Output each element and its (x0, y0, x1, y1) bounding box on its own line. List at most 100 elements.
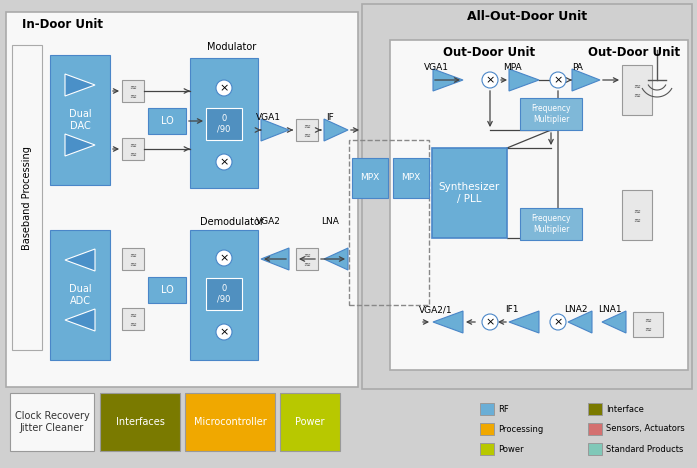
Text: 0
/90: 0 /90 (217, 284, 231, 304)
Polygon shape (261, 248, 289, 270)
Text: ×: × (220, 253, 229, 263)
Bar (520, 208, 582, 240)
Bar (622, 65, 652, 115)
Text: ×: × (220, 157, 229, 167)
Bar (622, 190, 652, 240)
Bar (185, 393, 275, 451)
Polygon shape (568, 311, 592, 333)
Circle shape (216, 250, 232, 266)
Bar (148, 108, 186, 134)
Text: Interface: Interface (606, 404, 644, 414)
Text: ≈
≈: ≈ ≈ (634, 81, 641, 99)
Bar (206, 108, 242, 140)
Circle shape (550, 72, 566, 88)
Text: IF1: IF1 (505, 306, 519, 314)
Text: ≈
≈: ≈ ≈ (634, 206, 641, 224)
Bar (296, 119, 318, 141)
Bar (633, 312, 663, 337)
Bar (190, 230, 258, 360)
Text: Dual
ADC: Dual ADC (69, 284, 91, 306)
Text: IF: IF (326, 112, 334, 122)
Text: Microcontroller: Microcontroller (194, 417, 266, 427)
Text: Sensors, Actuators: Sensors, Actuators (606, 424, 684, 433)
Text: VGA1: VGA1 (256, 112, 280, 122)
Bar (50, 230, 110, 360)
Bar (122, 138, 144, 160)
Text: ≈
≈: ≈ ≈ (130, 250, 137, 268)
Text: All-Out-Door Unit: All-Out-Door Unit (467, 9, 587, 22)
Circle shape (216, 154, 232, 170)
Text: ×: × (553, 317, 562, 327)
Polygon shape (602, 311, 626, 333)
Bar (122, 308, 144, 330)
Text: VGA2/1: VGA2/1 (419, 306, 453, 314)
Polygon shape (509, 69, 539, 91)
Text: Modulator: Modulator (208, 42, 256, 52)
Text: PA: PA (572, 64, 583, 73)
Text: ≈
≈: ≈ ≈ (130, 140, 137, 158)
Circle shape (482, 314, 498, 330)
Text: LNA: LNA (321, 218, 339, 227)
Bar (296, 248, 318, 270)
Text: ×: × (220, 327, 229, 337)
Text: MPX: MPX (360, 174, 380, 183)
Text: Power: Power (296, 417, 325, 427)
Bar (10, 393, 94, 451)
Text: Processing: Processing (498, 424, 543, 433)
Bar (588, 443, 602, 455)
Circle shape (216, 80, 232, 96)
Text: ≈
≈: ≈ ≈ (130, 310, 137, 328)
Polygon shape (65, 249, 95, 271)
Text: Interfaces: Interfaces (116, 417, 164, 427)
Bar (520, 98, 582, 130)
Bar (480, 443, 494, 455)
Text: ≈
≈: ≈ ≈ (303, 250, 310, 268)
Text: Demodulator: Demodulator (200, 217, 264, 227)
Text: Out-Door Unit: Out-Door Unit (443, 45, 535, 58)
Bar (480, 403, 494, 415)
Text: VGA2: VGA2 (256, 218, 280, 227)
Bar (390, 40, 688, 370)
Bar (588, 403, 602, 415)
Bar (190, 58, 258, 188)
Text: Standard Products: Standard Products (606, 445, 683, 453)
Text: ×: × (485, 75, 495, 85)
Bar (50, 55, 110, 185)
Bar (280, 393, 340, 451)
Text: ×: × (553, 75, 562, 85)
Polygon shape (261, 119, 289, 141)
Bar (122, 248, 144, 270)
Bar (352, 158, 388, 198)
Text: ×: × (485, 317, 495, 327)
Text: Dual
DAC: Dual DAC (69, 109, 91, 131)
Text: LNA2: LNA2 (565, 306, 588, 314)
Bar (12, 45, 42, 350)
Bar (362, 4, 692, 389)
Circle shape (550, 314, 566, 330)
Circle shape (216, 324, 232, 340)
Circle shape (482, 72, 498, 88)
Bar (432, 148, 507, 238)
Bar (100, 393, 180, 451)
Text: Synthesizer
/ PLL: Synthesizer / PLL (438, 182, 500, 204)
Text: In-Door Unit: In-Door Unit (22, 17, 103, 30)
Polygon shape (65, 134, 95, 156)
Bar (588, 423, 602, 435)
Bar (122, 80, 144, 102)
Bar (393, 158, 429, 198)
Polygon shape (509, 311, 539, 333)
Polygon shape (324, 119, 348, 141)
Text: Out-Door Unit: Out-Door Unit (588, 45, 680, 58)
Text: LO: LO (160, 285, 174, 295)
Polygon shape (572, 69, 600, 91)
Polygon shape (324, 248, 348, 270)
Text: MPA: MPA (503, 64, 521, 73)
Text: ≈
≈: ≈ ≈ (303, 121, 310, 139)
Bar (480, 423, 494, 435)
Text: MPX: MPX (401, 174, 420, 183)
Text: Baseband Processing: Baseband Processing (22, 146, 32, 250)
Text: ×: × (220, 83, 229, 93)
Text: LNA1: LNA1 (598, 306, 622, 314)
Bar (349, 140, 429, 305)
Polygon shape (65, 309, 95, 331)
